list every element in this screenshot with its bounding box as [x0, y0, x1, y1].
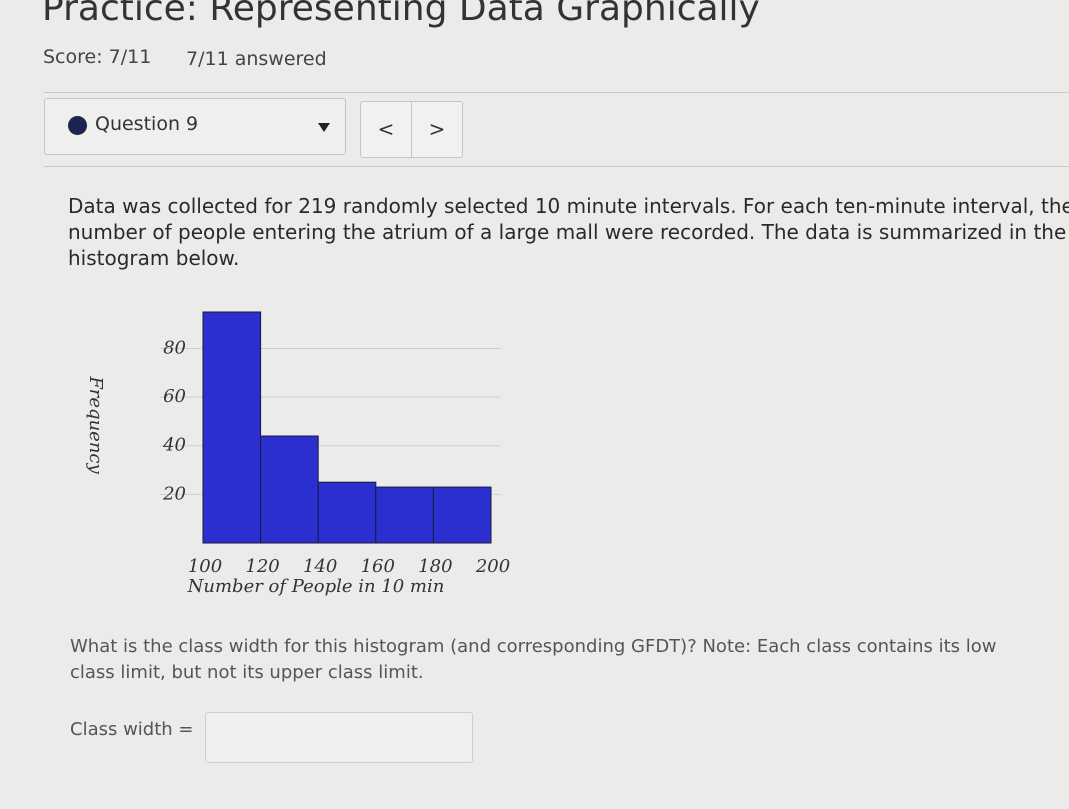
y-tick-label: 40	[162, 435, 186, 456]
bar	[317, 481, 377, 544]
page-title: Practice: Representing Data Graphically	[42, 0, 760, 29]
dropdown-caret	[318, 123, 330, 132]
answered-count: 7/11 answered	[186, 48, 327, 70]
question-selector[interactable]: Question 9	[44, 98, 346, 155]
score: Score: 7/11	[43, 46, 152, 68]
bar	[375, 486, 434, 544]
question-text: Data was collected for 219 randomly sele…	[68, 194, 1069, 218]
x-tick-label: 140	[303, 556, 337, 577]
question-label: Question 9	[95, 113, 199, 135]
prompt-text: class limit, but not its upper class lim…	[70, 662, 424, 683]
x-tick-label: 120	[245, 556, 279, 577]
divider	[44, 166, 1069, 167]
bar	[432, 486, 492, 544]
x-tick-label: 100	[188, 556, 222, 577]
answer-input[interactable]	[205, 712, 473, 763]
y-tick-label: 20	[162, 483, 186, 504]
question-text: histogram below.	[68, 246, 240, 270]
y-axis-label: Frequency	[85, 375, 106, 474]
y-tick-label: 80	[163, 337, 186, 358]
x-axis-label: Number of People in 10 min	[187, 576, 445, 597]
y-tick-label: 60	[163, 386, 186, 407]
answer-label: Class width =	[70, 719, 194, 740]
divider	[44, 92, 1069, 93]
bar	[260, 435, 319, 544]
status-dot	[68, 116, 87, 135]
bar	[202, 311, 262, 544]
x-tick-label: 160	[361, 556, 395, 577]
next-button[interactable]: >	[411, 101, 463, 158]
prompt-text: What is the class width for this histogr…	[70, 636, 997, 657]
question-text: number of people entering the atrium of …	[68, 220, 1067, 244]
x-tick-label: 200	[475, 556, 510, 577]
x-tick-label: 180	[418, 556, 452, 577]
